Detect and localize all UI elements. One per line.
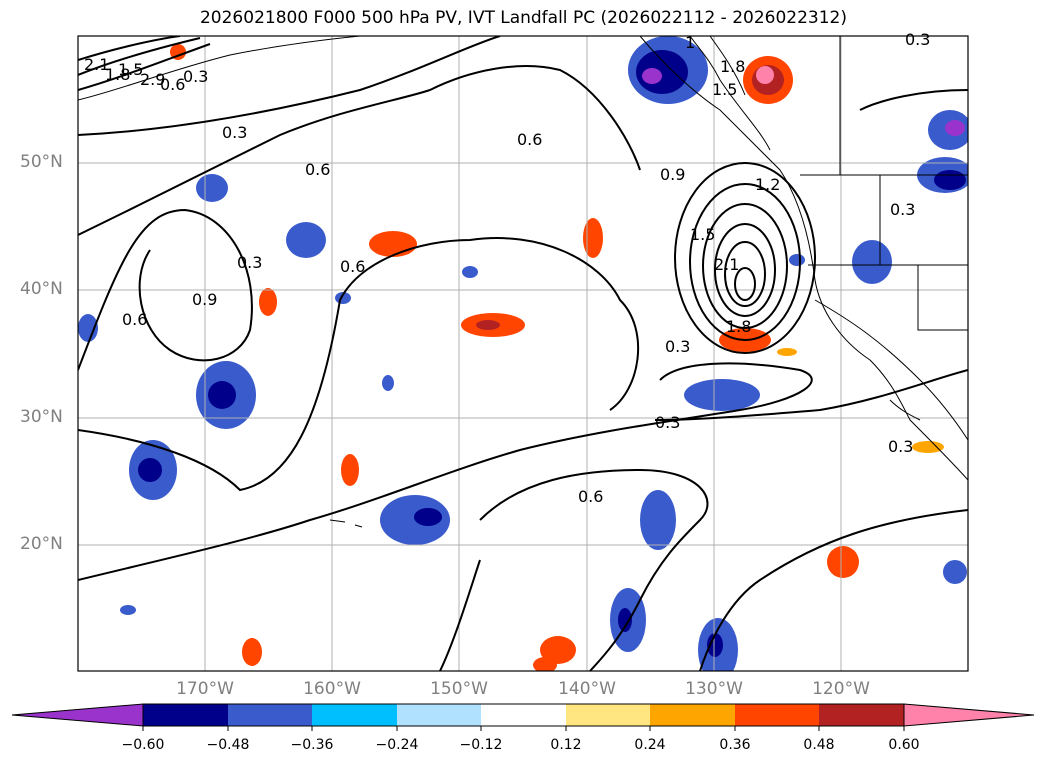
colorbar-segment [735,704,819,726]
colorbar [11,703,1035,731]
contour-label: 0.9 [660,165,685,184]
contour-label: 0.3 [890,200,915,219]
colorbar-tick-label: −0.36 [290,737,334,753]
contour-label: 1.5 [118,60,143,79]
pv-high-contours [78,36,816,354]
shading-positive [170,44,944,671]
lat-label-30n: 30°N [20,407,63,427]
contour-label: 0.6 [160,75,185,94]
pv-contours [78,36,968,671]
lon-label-120w: 120°W [812,679,870,699]
contour-label: 0.6 [305,160,330,179]
contour-label: 1.5 [690,225,715,244]
contour-label: 0.3 [237,253,262,272]
colorbar-segment [228,704,312,726]
colorbar-extend-left [11,703,144,727]
map-title: 2026021800 F000 500 hPa PV, IVT Landfall… [199,8,847,28]
contour-label: 0.3 [222,123,247,142]
contour-label: 0.6 [122,310,147,329]
contour-label: 1.2 [755,175,780,194]
contour-label: 0.6 [340,257,365,276]
contour-label: 1.5 [712,80,737,99]
coastlines [78,36,968,528]
lon-label-150w: 150°W [430,679,488,699]
lat-label-20n: 20°N [20,534,63,554]
lon-label-160w: 160°W [303,679,361,699]
lat-label-40n: 40°N [20,279,63,299]
pv-thin-contours [689,36,771,151]
colorbar-segment [143,704,228,726]
colorbar-tick-label: 0.36 [719,737,751,753]
colorbar-segment [566,704,650,726]
colorbar-segment [481,704,566,726]
contour-label: 0.6 [517,130,542,149]
contour-label: 0.3 [888,437,913,456]
colorbar-segment [650,704,735,726]
contour-label: 0.6 [578,487,603,506]
lon-label-130w: 130°W [685,679,743,699]
contour-label: 0.9 [192,290,217,309]
colorbar-tick-label: 0.60 [888,737,920,753]
contour-label: 0.3 [655,413,680,432]
contour-label: 0.3 [183,67,208,86]
colorbar-tick-label: 0.24 [634,737,666,753]
colorbar-extend-right [903,703,1035,727]
colorbar-tick-label: −0.60 [121,737,165,753]
colorbar-segment [397,704,481,726]
contour-label: 2.1 [714,255,739,274]
contour-label: 0.3 [665,337,690,356]
lon-label-140w: 140°W [558,679,616,699]
colorbar-tick-label: 0.12 [550,737,582,753]
contour-label: 1.8 [105,65,130,84]
contour-label: 0.3 [905,30,930,49]
contour-label: 2.1 [84,55,109,74]
contour-label: 1.8 [720,57,745,76]
map-frame [77,35,969,672]
contour-label: 1.8 [726,317,751,336]
colorbar-segment [819,704,904,726]
contour-label: 1 [685,33,695,52]
contour-label: 2.9 [140,70,165,89]
colorbar-segment [312,704,397,726]
lon-label-170w: 170°W [176,679,234,699]
contour-labels: 2.1 1.8 1.5 2.9 0.6 0.3 0.3 0.6 0.6 0.9 … [84,30,930,506]
colorbar-tick-label: −0.48 [206,737,250,753]
gridlines [78,36,968,671]
colorbar-tick-label: 0.48 [803,737,835,753]
lat-label-50n: 50°N [20,152,63,172]
colorbar-tick-label: −0.24 [375,737,419,753]
colorbar-tick-label: −0.12 [459,737,503,753]
